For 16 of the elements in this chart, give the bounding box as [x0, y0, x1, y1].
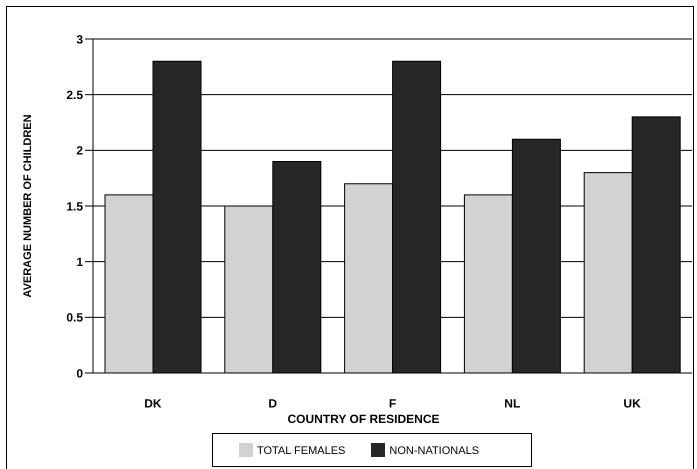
y-tick-label: 0 [76, 366, 84, 380]
y-tick-label: 2 [76, 144, 84, 158]
y-tick-label: 0.5 [66, 310, 84, 325]
x-tick-label: UK [623, 396, 642, 411]
x-tick-label: D [268, 396, 278, 411]
legend-label: TOTAL FEMALES [256, 445, 346, 457]
x-tick-label: F [388, 396, 396, 411]
y-tick-label: 2.5 [66, 88, 84, 102]
y-tick-label: 1.5 [66, 199, 84, 214]
y-axis-title: AVERAGE NUMBER OF CHILDREN [22, 114, 34, 298]
y-tick-label: 3 [76, 32, 84, 46]
y-tick-label: 1 [76, 254, 84, 269]
x-tick-label: NL [504, 396, 520, 411]
x-tick-label: DK [144, 396, 162, 411]
x-axis-title: COUNTRY OF RESIDENCE [287, 412, 440, 426]
legend-label: NON-NATIONALS [389, 445, 480, 457]
